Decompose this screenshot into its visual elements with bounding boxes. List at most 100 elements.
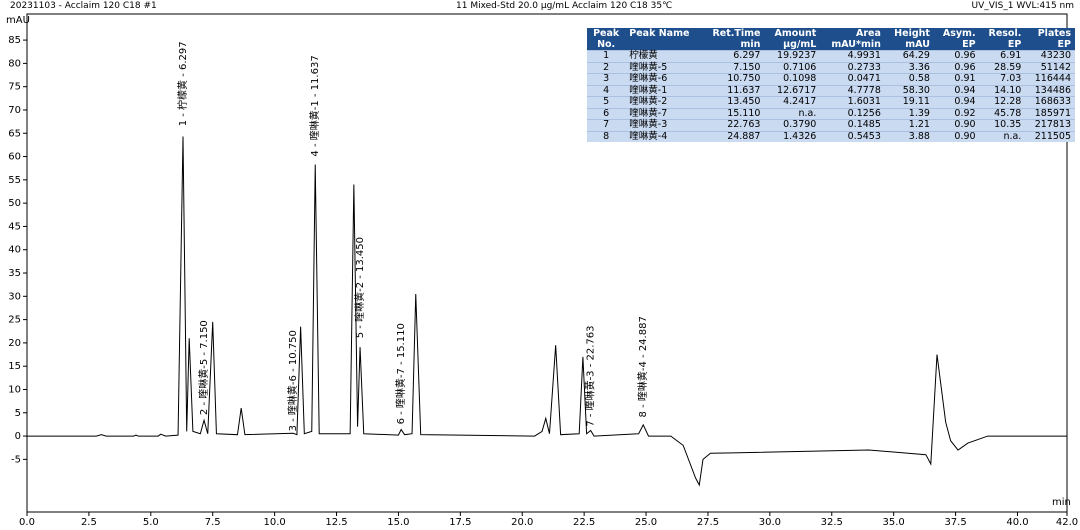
- y-tick-label: 55: [8, 175, 21, 186]
- table-cell: 12.6717: [764, 84, 821, 97]
- table-cell: 8: [587, 130, 626, 142]
- column-header: EP: [933, 39, 980, 51]
- column-header: Asym.: [933, 28, 980, 39]
- table-cell: 185971: [1025, 107, 1075, 120]
- y-tick-label: 25: [8, 315, 21, 326]
- table-cell: 211505: [1025, 130, 1075, 142]
- y-tick-label: 50: [8, 198, 21, 209]
- column-header: Area: [820, 28, 885, 39]
- table-cell: 13.450: [701, 96, 765, 108]
- table-cell: 45.78: [979, 107, 1026, 120]
- table-cell: 喹啉黄-5: [625, 61, 702, 74]
- x-tick-label: 12.5: [325, 517, 347, 528]
- table-cell: 0.90: [933, 119, 980, 131]
- table-cell: 0.1256: [820, 107, 885, 120]
- table-cell: 2: [587, 61, 626, 74]
- table-cell: 10.35: [979, 119, 1026, 131]
- column-header: Amount: [764, 28, 821, 39]
- table-cell: 0.2733: [820, 61, 885, 74]
- y-tick-label: 75: [8, 82, 21, 93]
- table-cell: 24.887: [701, 130, 765, 142]
- table-cell: 1.21: [884, 119, 934, 131]
- table-cell: 0.94: [933, 96, 980, 108]
- x-tick-label: 40.0: [1006, 517, 1028, 528]
- table-cell: 7.150: [701, 61, 765, 74]
- column-header: Peak Name: [625, 28, 702, 39]
- peak-label: 7 - 喹啉黄-3 - 22.763: [584, 325, 597, 426]
- table-cell: 5: [587, 96, 626, 108]
- y-tick-label: 20: [8, 338, 21, 349]
- x-tick-label: 2.5: [81, 517, 97, 528]
- peak-label: 6 - 喹啉黄-7 - 15.110: [394, 323, 407, 424]
- table-cell: 217813: [1025, 119, 1075, 131]
- table-cell: 4: [587, 84, 626, 97]
- table-cell: n.a.: [764, 107, 821, 120]
- table-cell: 0.90: [933, 130, 980, 142]
- table-cell: 10.750: [701, 73, 765, 85]
- table-cell: 6: [587, 107, 626, 120]
- table-cell: 12.28: [979, 96, 1026, 108]
- column-header: Height: [884, 28, 934, 39]
- x-tick-label: 42.0: [1056, 517, 1078, 528]
- trace: [27, 136, 1067, 487]
- table-cell: 喹啉黄-3: [625, 119, 702, 131]
- column-header: EP: [1025, 39, 1075, 51]
- y-tick-label: 80: [8, 58, 21, 69]
- table-cell: 64.29: [884, 50, 934, 62]
- y-tick-label: 5: [15, 408, 21, 419]
- column-header: Resol.: [979, 28, 1026, 39]
- column-header: EP: [979, 39, 1026, 51]
- table-cell: 0.94: [933, 84, 980, 97]
- table-cell: 1.39: [884, 107, 934, 120]
- table-cell: 4.7778: [820, 84, 885, 97]
- table-cell: 28.59: [979, 61, 1026, 74]
- table-cell: 134486: [1025, 84, 1075, 97]
- column-header: Plates: [1025, 28, 1075, 39]
- y-tick-label: 45: [8, 221, 21, 232]
- table-cell: 168633: [1025, 96, 1075, 108]
- x-tick-label: 0.0: [19, 517, 35, 528]
- table-cell: 1.4326: [764, 130, 821, 142]
- table-cell: 0.91: [933, 73, 980, 85]
- table-cell: 7.03: [979, 73, 1026, 85]
- x-tick-label: 35.0: [883, 517, 905, 528]
- table-cell: 15.110: [701, 107, 765, 120]
- table-cell: 3.36: [884, 61, 934, 74]
- table-cell: 0.58: [884, 73, 934, 85]
- y-tick-label: 40: [8, 245, 21, 256]
- table-cell: 51142: [1025, 61, 1075, 74]
- plot-frame: [26, 13, 1068, 513]
- table-cell: 11.637: [701, 84, 765, 97]
- x-tick-label: 37.5: [944, 517, 966, 528]
- table-cell: 4.2417: [764, 96, 821, 108]
- x-tick-label: 30.0: [759, 517, 781, 528]
- table-cell: 6.91: [979, 50, 1026, 62]
- y-tick-label: 30: [8, 291, 21, 302]
- header-left: 20231103 - Acclaim 120 C18 #1: [10, 1, 157, 11]
- y-axis-label: mAU: [6, 15, 30, 26]
- table-cell: 喹啉黄-4: [625, 130, 702, 142]
- table-cell: 7: [587, 119, 626, 131]
- x-axis-label: min: [1052, 497, 1071, 508]
- table-cell: 3.88: [884, 130, 934, 142]
- table-cell: 19.9237: [764, 50, 821, 62]
- x-tick-label: 15.0: [387, 517, 409, 528]
- column-header: min: [701, 39, 765, 51]
- y-tick-label: 65: [8, 128, 21, 139]
- column-header: Ret.Time: [701, 28, 765, 39]
- table-cell: 3: [587, 73, 626, 85]
- table-cell: 0.0471: [820, 73, 885, 85]
- x-tick-label: 25.0: [635, 517, 657, 528]
- table-cell: 喹啉黄-7: [625, 107, 702, 120]
- y-tick-label: 35: [8, 268, 21, 279]
- y-tick-label: 0: [15, 431, 21, 442]
- y-tick-label: 70: [8, 105, 21, 116]
- table-cell: 1: [587, 50, 626, 62]
- peak-label: 8 - 喹啉黄-4 - 24.887: [636, 316, 649, 417]
- table-cell: 4.9931: [820, 50, 885, 62]
- y-tick-label: 60: [8, 152, 21, 163]
- table-cell: 22.763: [701, 119, 765, 131]
- table-cell: 116444: [1025, 73, 1075, 85]
